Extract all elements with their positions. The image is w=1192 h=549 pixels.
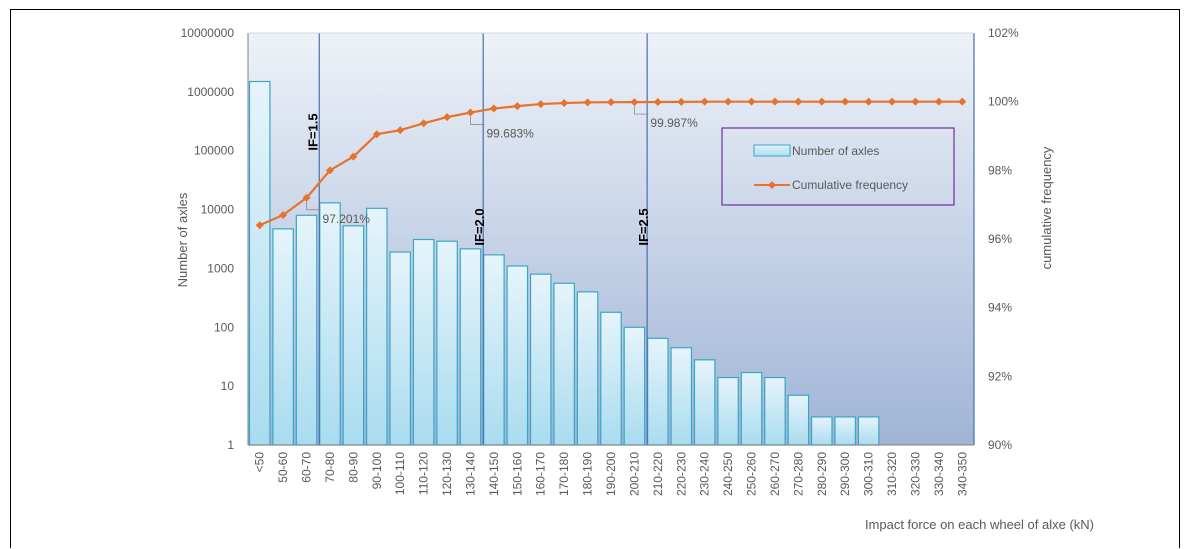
y2-tick-label: 90% [988,438,1012,452]
y-tick-label: 1000000 [187,85,234,99]
bar [577,292,597,445]
x-tick-label: 190-200 [604,452,618,496]
x-tick-label: 310-320 [885,452,899,496]
x-tick-label: 110-120 [417,452,431,495]
x-tick-label: 130-140 [463,452,477,496]
x-tick-label: 230-240 [698,452,712,496]
x-tick-label: 320-330 [908,452,922,496]
bar [320,203,340,445]
y2-tick-label: 102% [988,26,1019,40]
x-tick-label: 250-260 [745,452,759,496]
bar [343,226,363,445]
bar [296,215,316,445]
bar [648,338,668,445]
y2-tick-label: 100% [988,95,1019,109]
y2-axis-title: cumulative frequency [1039,146,1054,269]
bar [858,417,878,445]
x-tick-label: 300-310 [862,452,876,496]
x-tick-label: 170-180 [557,452,571,496]
x-tick-label: 50-60 [276,452,290,483]
x-tick-label: 180-190 [581,452,595,496]
bar [694,360,714,445]
bar [671,348,691,445]
y-tick-label: 10000000 [181,26,235,40]
x-tick-label: 260-270 [768,452,782,496]
y-tick-label: 1 [227,438,234,452]
bar [250,81,270,445]
x-tick-label: 280-290 [815,452,829,496]
bar [367,208,387,445]
x-tick-label: 330-340 [932,452,946,496]
reference-line-label: IF=1.5 [305,113,320,150]
x-tick-label: 80-90 [346,452,360,483]
legend-label-line: Cumulative frequency [792,178,908,192]
x-tick-label: 150-160 [510,452,524,496]
bar [835,417,855,445]
x-tick-label: 270-280 [791,452,805,496]
x-tick-label: 100-110 [393,452,407,495]
bar [484,255,504,445]
x-tick-label: 220-230 [674,452,688,496]
legend-swatch-bars [754,145,790,156]
x-tick-label: 60-70 [300,452,314,483]
bar [437,241,457,445]
x-tick-label: 210-220 [651,452,665,496]
bar [788,395,808,445]
bar [812,417,832,445]
x-tick-label: <50 [253,452,267,473]
bar [741,373,761,445]
x-tick-label: 90-100 [370,452,384,490]
y-axis-title: Number of axles [175,192,190,287]
y-tick-label: 1000 [207,261,234,275]
bar [460,249,480,445]
bar [273,229,293,445]
x-tick-label: 160-170 [534,452,548,496]
bar [601,312,621,445]
bar [507,266,527,445]
reference-line-label: IF=2.5 [636,208,651,245]
y2-tick-label: 92% [988,369,1012,383]
x-tick-label: 340-350 [955,452,969,496]
y-tick-label: 10000 [201,203,235,217]
bar [624,327,644,445]
x-axis-title: Impact force on each wheel of alxe (kN) [865,517,1094,532]
y2-tick-label: 94% [988,301,1012,315]
y2-tick-label: 96% [988,232,1012,246]
y2-tick-label: 98% [988,163,1012,177]
y-tick-label: 100000 [194,144,234,158]
x-tick-label: 200-210 [627,452,641,496]
annotation-label: 97.201% [323,212,371,226]
annotation-label: 99.683% [486,127,534,141]
y-tick-label: 10 [221,379,235,393]
bar [554,283,574,445]
bar [531,274,551,445]
x-tick-label: 120-130 [440,452,454,496]
x-tick-label: 240-250 [721,452,735,496]
annotation-label: 99.987% [650,116,698,130]
reference-line-label: IF=2.0 [472,208,487,245]
x-tick-label: 290-300 [838,452,852,496]
y-tick-label: 100 [214,320,234,334]
bar [390,252,410,445]
x-tick-label: 70-80 [323,452,337,483]
bar [718,378,738,445]
legend-label-bars: Number of axles [792,144,879,158]
bar [413,240,433,445]
x-tick-label: 140-150 [487,452,501,496]
bar [765,378,785,445]
